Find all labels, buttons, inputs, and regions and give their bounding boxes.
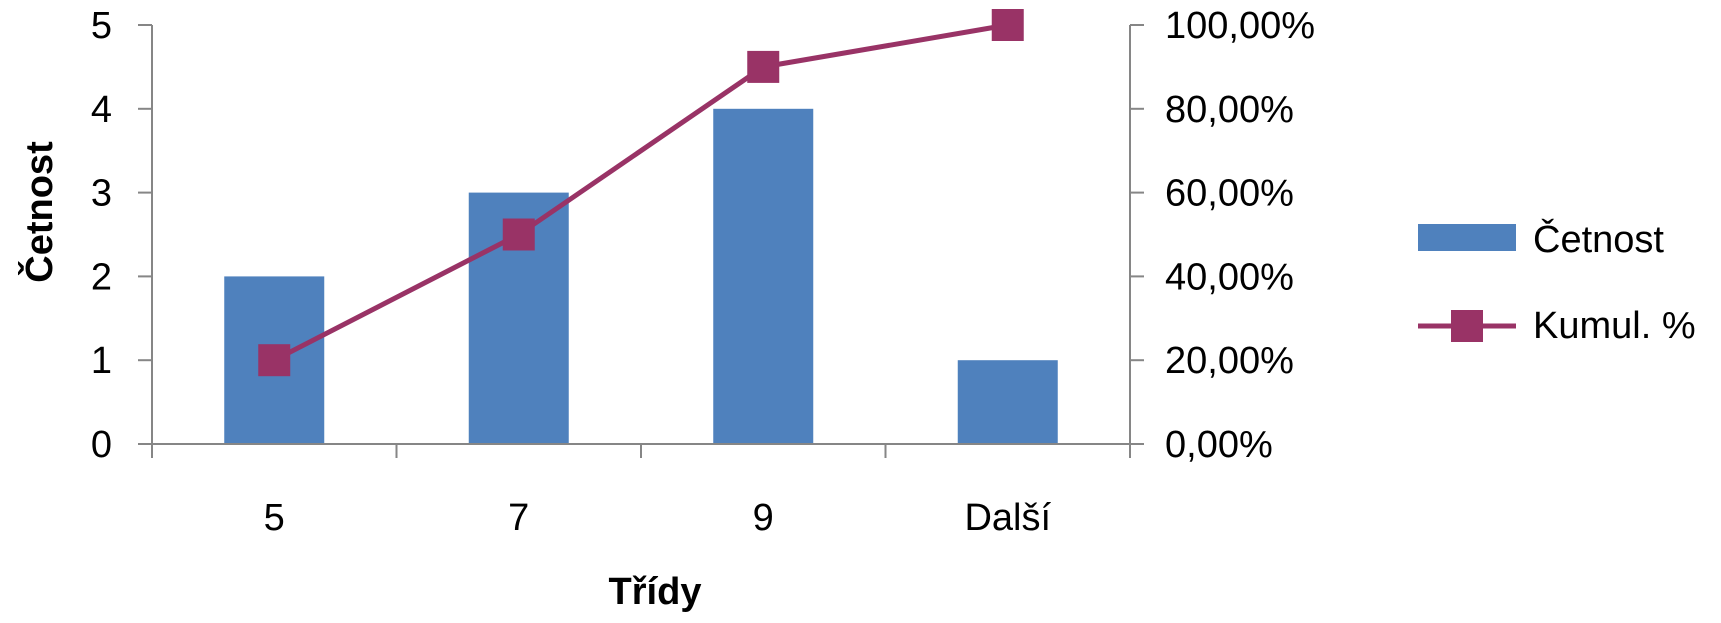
y-tick-label-2: 2 <box>91 256 112 298</box>
x-tick-label-1: 7 <box>508 497 529 539</box>
cumulative-marker-2 <box>747 50 780 83</box>
x-tick-label-3: Další <box>964 497 1051 539</box>
y-axis-title: Četnost <box>16 141 61 283</box>
y2-tick-label-3: 60,00% <box>1165 173 1294 215</box>
cumulative-line <box>273 22 1009 363</box>
x-tick-label-2: 9 <box>753 497 774 539</box>
legend-label-line: Kumul. % <box>1533 305 1696 347</box>
bar-2 <box>713 108 814 445</box>
y2-tick-label-0: 0,00% <box>1165 424 1273 466</box>
legend-label-bar: Četnost <box>1533 217 1664 261</box>
legend: Četnost Kumul. % <box>1418 217 1696 347</box>
plot-area: 0 1 2 3 4 5 0,00% 20,00% 40,00% 60,00% 80,00% 100,0… <box>91 5 1315 539</box>
x-axis-title: Třídy <box>609 571 702 613</box>
y-tick-label-1: 1 <box>91 340 112 382</box>
y2-tick-label-4: 80,00% <box>1165 89 1294 131</box>
y-tick-label-5: 5 <box>91 5 112 47</box>
y2-tick-label-5: 100,00% <box>1165 5 1315 47</box>
x-tick-label-0: 5 <box>264 497 285 539</box>
cumulative-marker-0 <box>258 344 291 377</box>
legend-swatch-marker <box>1451 310 1483 342</box>
cumulative-marker-1 <box>502 218 535 251</box>
y2-tick-label-1: 20,00% <box>1165 340 1294 382</box>
y-tick-label-3: 3 <box>91 173 112 215</box>
y-tick-label-0: 0 <box>91 424 112 466</box>
y-tick-label-4: 4 <box>91 89 112 131</box>
cumulative-marker-3 <box>991 9 1024 41</box>
legend-swatch-bar <box>1418 224 1516 251</box>
y2-tick-label-2: 40,00% <box>1165 256 1294 298</box>
bar-3 <box>957 360 1058 444</box>
